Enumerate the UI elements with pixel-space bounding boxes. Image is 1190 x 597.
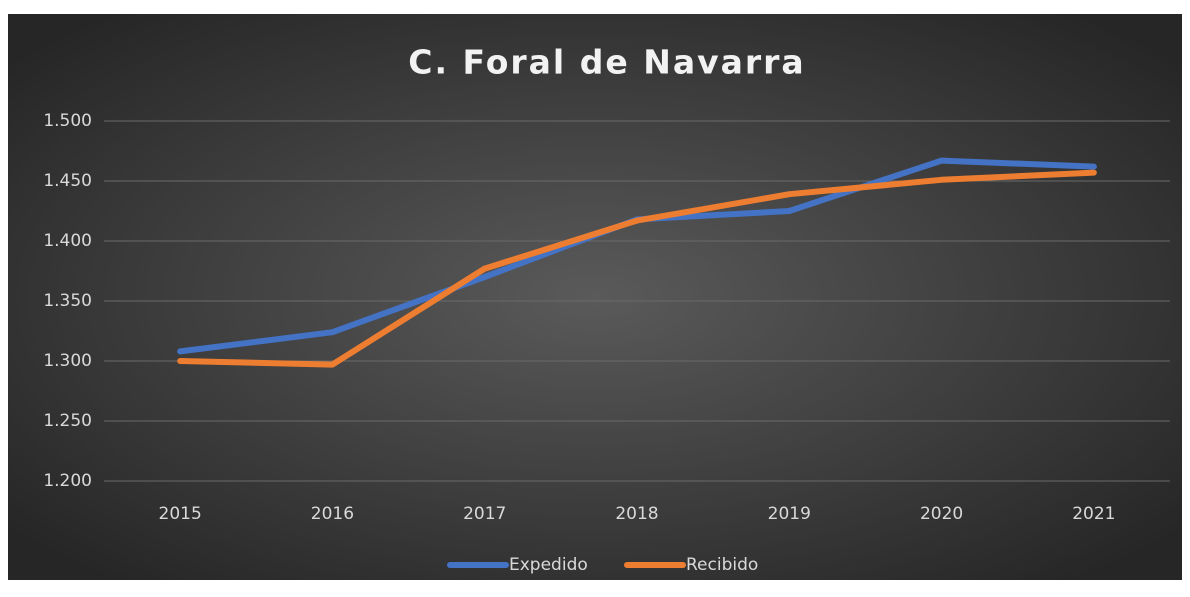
legend-label: Expedido [509, 555, 588, 575]
series-line [177, 169, 1097, 368]
x-tick-label: 2016 [311, 504, 354, 524]
x-tick-label: 2018 [615, 504, 658, 524]
y-tick-label: 1.200 [43, 471, 92, 491]
y-tick-label: 1.300 [43, 351, 92, 371]
x-tick-label: 2021 [1072, 504, 1115, 524]
x-tick-label: 2019 [768, 504, 811, 524]
legend-label: Recibido [686, 555, 758, 575]
x-tick-label: 2020 [920, 504, 963, 524]
y-tick-label: 1.250 [43, 411, 92, 431]
y-tick-label: 1.400 [43, 231, 92, 251]
x-tick-label: 2015 [159, 504, 202, 524]
y-tick-label: 1.350 [43, 291, 92, 311]
x-tick-label: 2017 [463, 504, 506, 524]
y-tick-label: 1.450 [43, 171, 92, 191]
chart-title: C. Foral de Navarra [408, 43, 805, 82]
chart-background [8, 14, 1182, 580]
y-tick-label: 1.500 [43, 111, 92, 131]
